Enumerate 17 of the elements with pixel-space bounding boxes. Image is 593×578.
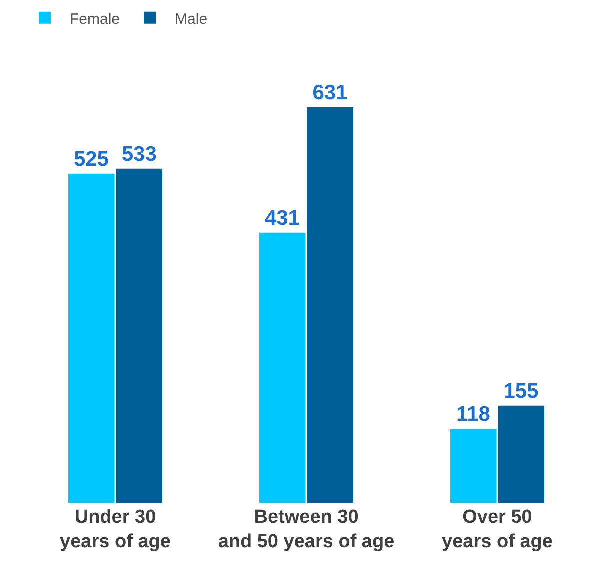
bar: [307, 107, 354, 503]
bar: [68, 174, 115, 503]
x-tick-label: Over 50 years of age: [442, 507, 553, 553]
bar: [116, 168, 163, 503]
x-tick-label: Between 30 and 50 years of age: [218, 507, 395, 553]
data-label: 533: [122, 142, 157, 166]
legend-label: Female: [70, 10, 120, 28]
data-label: 525: [74, 148, 110, 171]
bar: [450, 429, 497, 503]
data-label: 155: [504, 380, 540, 403]
data-label: 431: [264, 206, 300, 230]
bar: [259, 232, 306, 503]
bar: [498, 406, 545, 503]
data-label: 118: [456, 403, 491, 426]
data-label: 631: [312, 81, 348, 104]
legend-label: Male: [175, 10, 208, 28]
x-tick-label: Under 30 years of age: [60, 507, 171, 553]
